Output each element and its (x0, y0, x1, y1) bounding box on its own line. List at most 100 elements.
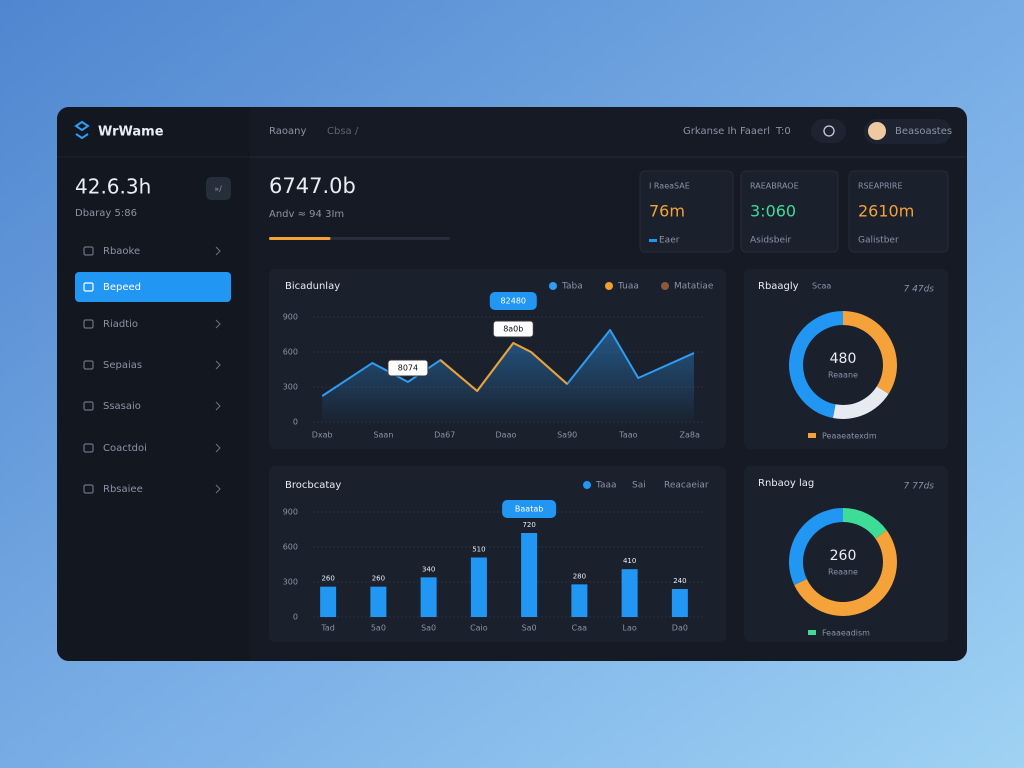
nav-icon (83, 443, 94, 453)
y-tick-label: 600 (283, 348, 298, 357)
user-name: Beasoastes (895, 126, 952, 137)
kpi-foot-mark (649, 239, 657, 242)
bar-label: 410 (623, 557, 636, 565)
nav-item[interactable]: Rbaoke (103, 246, 140, 257)
x-tick-label: Lao (622, 624, 636, 633)
x-tick-label: Daao (496, 431, 517, 440)
breadcrumb[interactable]: Cbsa / (327, 126, 359, 137)
sidebar-badge-text: »/ (214, 185, 222, 194)
nav-item[interactable]: Ssasaio (103, 401, 141, 412)
nav-item[interactable]: Bepeed (103, 282, 141, 293)
nav-icon (83, 484, 94, 494)
donut-segment (832, 386, 889, 419)
nav-chevron (215, 360, 221, 370)
panel-meta: 7 47ds (904, 285, 935, 295)
panel-meta: 7 77ds (904, 482, 935, 492)
legend-label: Feaaeadism (822, 629, 870, 638)
kpi-value: 3:060 (750, 202, 796, 221)
donut-value: 260 (830, 548, 857, 564)
legend-dot (605, 282, 613, 290)
nav-chevron (215, 401, 221, 411)
x-tick-label: Dxab (312, 431, 333, 440)
x-tick-label: Sa90 (557, 431, 577, 440)
x-tick-label: Sa0 (522, 624, 537, 633)
x-tick-label: Taao (618, 431, 637, 440)
donut-label: Reaane (828, 568, 858, 577)
nav-item[interactable]: Coactdoi (103, 443, 147, 454)
search-button[interactable] (811, 119, 846, 143)
kpi-label: I RaeaSAE (649, 182, 690, 191)
kpi-card (740, 170, 839, 253)
nav-chevron (215, 484, 221, 494)
nav-icon (83, 282, 94, 292)
panel (269, 466, 726, 642)
x-tick-label: 5a0 (371, 624, 386, 633)
header-sub: Andv ≈ 94 3Im (269, 209, 344, 220)
bar-label: 240 (673, 577, 686, 585)
sidebar-badge[interactable] (206, 177, 231, 200)
nav-item[interactable]: Riadtio (103, 319, 138, 330)
nav-icon (83, 319, 94, 329)
header-value: 6747.0b (269, 174, 356, 198)
bar-label: 260 (372, 575, 385, 583)
nav-item[interactable]: Rbsaiee (103, 484, 143, 495)
x-tick-label: Da0 (672, 624, 688, 633)
kpi-value: 76m (649, 202, 685, 221)
bar-label: 510 (472, 546, 485, 554)
x-tick-label: Tad (320, 624, 335, 633)
panel-title: Rbaagly (758, 281, 799, 292)
user-menu[interactable] (864, 119, 951, 144)
brand-icon (74, 120, 90, 140)
y-tick-label: 300 (283, 383, 298, 392)
kpi-card (639, 170, 734, 253)
tooltip (387, 359, 429, 377)
tooltip-text: 8a0b (503, 325, 523, 334)
tooltip (502, 500, 557, 518)
bar (571, 584, 588, 617)
donut-segment (843, 508, 887, 539)
legend-dot (549, 282, 557, 290)
brand: WrWame (98, 125, 164, 140)
legend-label: Matatiae (674, 282, 714, 292)
line (439, 342, 568, 392)
y-tick-label: 900 (283, 313, 298, 322)
bar (470, 557, 487, 617)
search-icon (823, 125, 835, 137)
legend-label: Peaaeatexdm (822, 432, 877, 441)
bar (621, 569, 638, 617)
area (322, 329, 694, 422)
donut-label: Reaane (828, 371, 858, 380)
panel (744, 269, 948, 449)
legend-label: Taba (561, 282, 583, 292)
tooltip-text: Baatab (515, 505, 543, 514)
kpi-foot: Galistber (858, 236, 899, 246)
donut-segment (789, 508, 843, 585)
breadcrumb[interactable]: Raoany (269, 126, 306, 137)
nav-active[interactable] (75, 272, 231, 302)
sidebar (57, 107, 250, 661)
x-tick-label: Caa (572, 624, 587, 633)
bar (671, 589, 688, 617)
sidebar-stat-sub: Dbaray 5:86 (75, 208, 137, 219)
x-tick-label: Da67 (434, 431, 455, 440)
nav-item[interactable]: Sepaias (103, 360, 142, 371)
tooltip-text: 8074 (398, 363, 418, 372)
donut-segment (843, 311, 897, 394)
nav-icon (83, 246, 94, 256)
nav-icon (83, 360, 94, 370)
legend-dot (661, 282, 669, 290)
y-tick-label: 900 (283, 508, 298, 517)
kpi-foot: Asidsbeir (750, 236, 791, 246)
x-tick-label: Saan (373, 431, 393, 440)
legend-label: Taaa (595, 481, 617, 491)
status: Grkanse Ih Faaerl (683, 126, 770, 137)
kpi-label: RAEABRAOE (750, 182, 799, 191)
sidebar-stat: 42.6.3h (75, 175, 151, 199)
bar-label: 280 (573, 572, 586, 580)
nav-chevron (215, 319, 221, 329)
kpi-card (848, 170, 949, 253)
kpi-foot: Eaer (659, 236, 680, 246)
y-tick-label: 300 (283, 578, 298, 587)
bar (521, 533, 538, 617)
